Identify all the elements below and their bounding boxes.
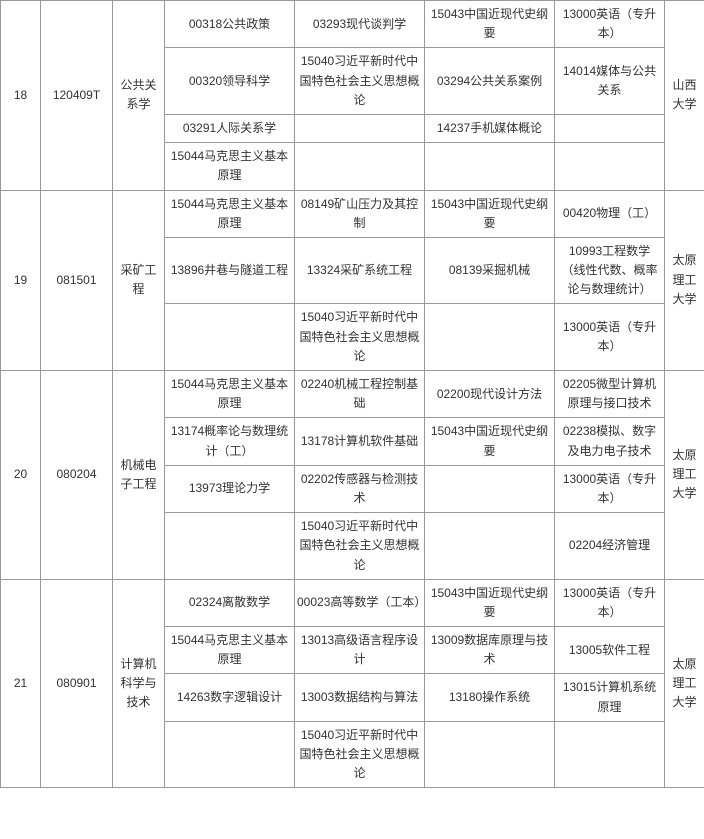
course-cell: 15043中国近现代史纲要 [425,418,555,465]
course-cell: 15043中国近现代史纲要 [425,190,555,237]
course-cell: 00320领导科学 [165,48,295,115]
course-cell: 14237手机媒体概论 [425,114,555,142]
course-cell: 02238模拟、数字及电力电子技术 [555,418,665,465]
row-no: 21 [1,579,41,788]
row-no: 18 [1,1,41,191]
table-row: 18120409T公共关系学00318公共政策03293现代谈判学15043中国… [1,1,704,48]
course-cell [425,465,555,512]
course-cell: 13000英语（专升本） [555,304,665,371]
course-cell: 15044马克思主义基本原理 [165,143,295,190]
course-cell: 13000英语（专升本） [555,465,665,512]
course-cell [555,143,665,190]
school-name: 太原理工大学 [665,190,704,371]
course-cell: 02240机械工程控制基础 [295,371,425,418]
course-cell: 10993工程数学（线性代数、概率论与数理统计） [555,237,665,304]
course-cell: 13180操作系统 [425,674,555,721]
major-name: 计算机科学与技术 [113,579,165,788]
table-row: 20080204机械电子工程15044马克思主义基本原理02240机械工程控制基… [1,371,704,418]
course-cell [555,721,665,788]
course-cell: 15040习近平新时代中国特色社会主义思想概论 [295,304,425,371]
course-cell: 13324采矿系统工程 [295,237,425,304]
row-no: 20 [1,371,41,580]
course-cell: 14014媒体与公共关系 [555,48,665,115]
course-cell: 13015计算机系统原理 [555,674,665,721]
major-code: 081501 [41,190,113,371]
course-cell: 03291人际关系学 [165,114,295,142]
course-cell: 15040习近平新时代中国特色社会主义思想概论 [295,513,425,580]
course-cell: 15044马克思主义基本原理 [165,190,295,237]
course-cell: 13973理论力学 [165,465,295,512]
course-cell: 13896井巷与隧道工程 [165,237,295,304]
course-cell: 02324离散数学 [165,579,295,626]
course-cell: 03294公共关系案例 [425,48,555,115]
course-cell: 15044马克思主义基本原理 [165,627,295,674]
school-name: 太原理工大学 [665,579,704,788]
course-cell [425,304,555,371]
major-name: 机械电子工程 [113,371,165,580]
school-name: 太原理工大学 [665,371,704,580]
course-cell: 13005软件工程 [555,627,665,674]
course-cell [295,114,425,142]
course-cell [425,721,555,788]
course-cell: 13009数据库原理与技术 [425,627,555,674]
course-cell [165,513,295,580]
major-name: 公共关系学 [113,1,165,191]
course-cell [555,114,665,142]
course-cell: 00318公共政策 [165,1,295,48]
course-cell: 13003数据结构与算法 [295,674,425,721]
course-cell [425,143,555,190]
course-cell [295,143,425,190]
major-code: 080204 [41,371,113,580]
row-no: 19 [1,190,41,371]
course-cell: 14263数字逻辑设计 [165,674,295,721]
course-cell: 02202传感器与检测技术 [295,465,425,512]
course-cell: 15044马克思主义基本原理 [165,371,295,418]
course-cell: 08149矿山压力及其控制 [295,190,425,237]
course-cell: 02204经济管理 [555,513,665,580]
course-cell: 00023高等数学（工本） [295,579,425,626]
course-cell: 13178计算机软件基础 [295,418,425,465]
major-code: 080901 [41,579,113,788]
course-table: 18120409T公共关系学00318公共政策03293现代谈判学15043中国… [0,0,704,788]
major-code: 120409T [41,1,113,191]
table-row: 19081501采矿工程15044马克思主义基本原理08149矿山压力及其控制1… [1,190,704,237]
course-cell: 13013高级语言程序设计 [295,627,425,674]
course-cell: 13000英语（专升本） [555,1,665,48]
course-cell [165,721,295,788]
course-cell: 13000英语（专升本） [555,579,665,626]
course-cell: 08139采掘机械 [425,237,555,304]
course-cell [165,304,295,371]
major-name: 采矿工程 [113,190,165,371]
course-cell: 03293现代谈判学 [295,1,425,48]
course-cell: 15043中国近现代史纲要 [425,1,555,48]
course-cell: 02205微型计算机原理与接口技术 [555,371,665,418]
course-cell: 15040习近平新时代中国特色社会主义思想概论 [295,721,425,788]
table-row: 21080901计算机科学与技术02324离散数学00023高等数学（工本）15… [1,579,704,626]
course-cell: 02200现代设计方法 [425,371,555,418]
course-cell [425,513,555,580]
course-cell: 15043中国近现代史纲要 [425,579,555,626]
course-cell: 13174概率论与数理统计（工） [165,418,295,465]
course-cell: 00420物理（工） [555,190,665,237]
school-name: 山西大学 [665,1,704,191]
course-cell: 15040习近平新时代中国特色社会主义思想概论 [295,48,425,115]
